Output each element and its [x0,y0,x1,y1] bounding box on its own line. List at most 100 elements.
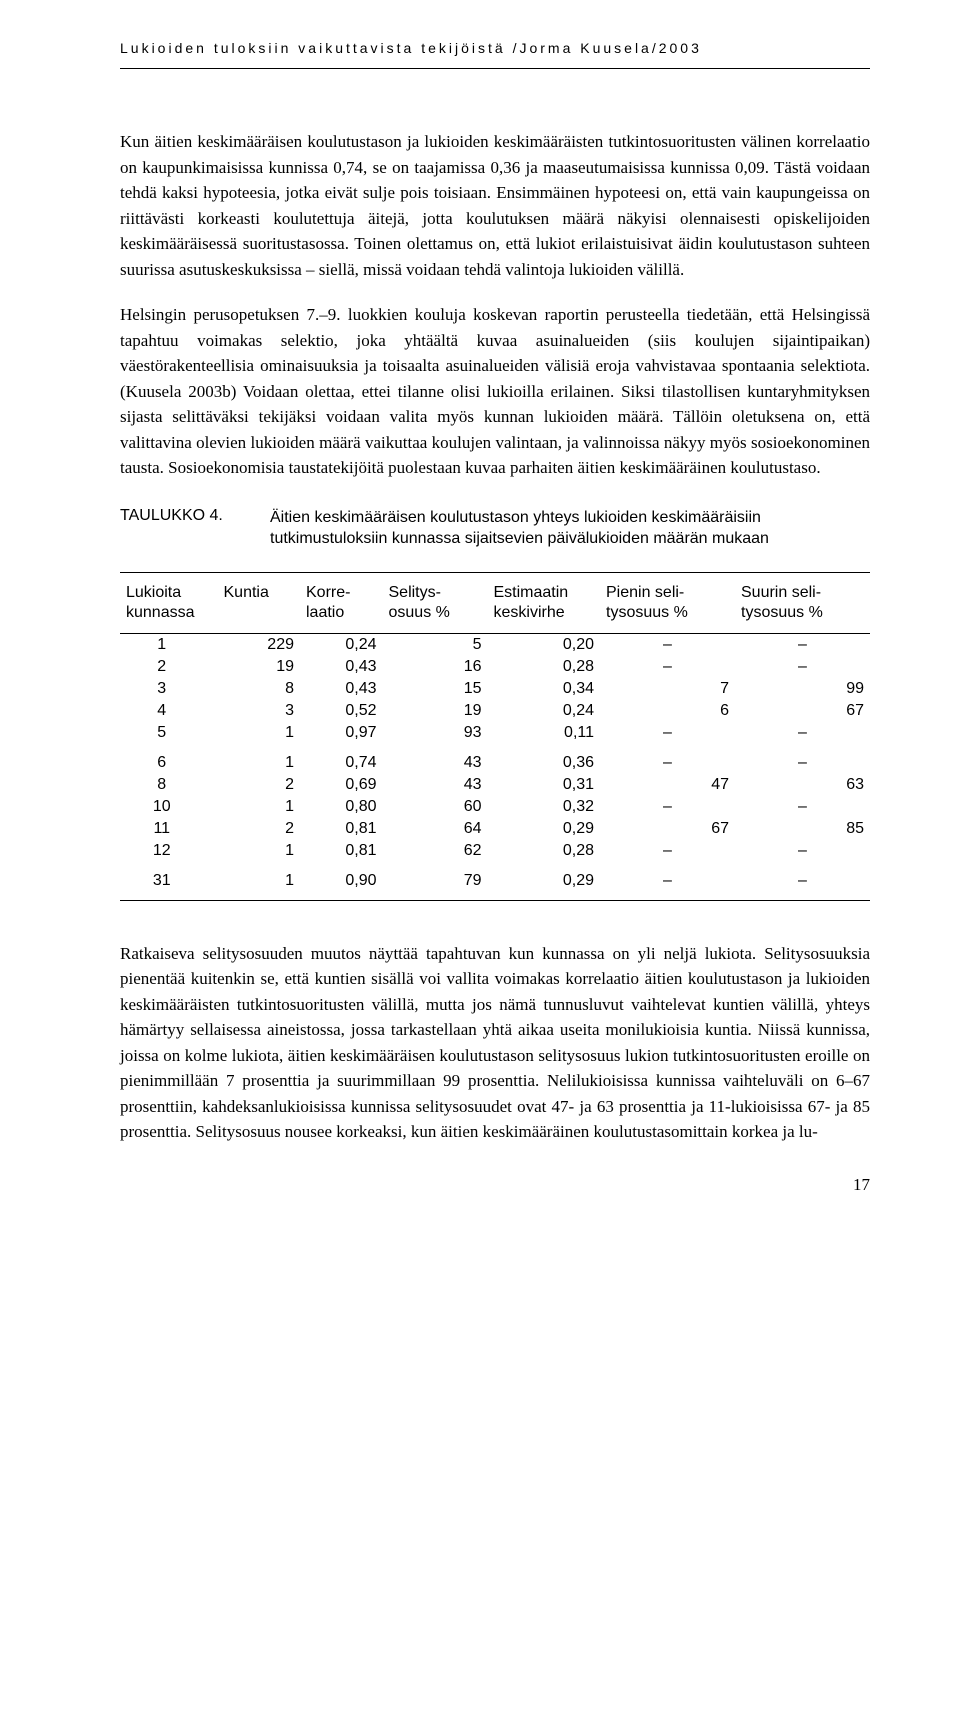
table-cell: 2 [218,818,301,840]
table-cell: 4 [120,700,218,722]
table-title-text: Äitien keskimääräisen koulutustason yhte… [270,507,870,550]
table-cell: 0,36 [488,744,601,774]
table-row: 380,43150,34799 [120,678,870,700]
table-cell: 0,43 [300,656,383,678]
table-cell: 7 [600,678,735,700]
table-cell: 15 [383,678,488,700]
table-row: 3110,90790,29–– [120,862,870,901]
table-label: TAULUKKO 4. [120,507,270,550]
table-cell: – [735,633,870,656]
table-cell: 0,28 [488,656,601,678]
table-cell: 8 [218,678,301,700]
table-cell: 0,24 [488,700,601,722]
table-cell: 5 [383,633,488,656]
table-cell: 0,29 [488,862,601,901]
table-cell: 1 [218,796,301,818]
table-cell: 19 [218,656,301,678]
table-cell: 0,80 [300,796,383,818]
table-row: 2190,43160,28–– [120,656,870,678]
table-cell: – [735,744,870,774]
table-cell: – [600,744,735,774]
table-cell: 67 [600,818,735,840]
table-cell: 1 [218,840,301,862]
table-cell: 79 [383,862,488,901]
table-cell: 0,81 [300,840,383,862]
table-cell: 19 [383,700,488,722]
table-row: 12290,2450,20–– [120,633,870,656]
table-cell: 0,29 [488,818,601,840]
table-cell: 2 [120,656,218,678]
table-cell: – [735,862,870,901]
col-pienin: Pienin seli-tysosuus % [600,572,735,633]
paragraph-2: Helsingin perusopetuksen 7.–9. luokkien … [120,302,870,481]
table-cell: 93 [383,722,488,744]
table-cell: 6 [600,700,735,722]
table-cell: 12 [120,840,218,862]
table-cell: 10 [120,796,218,818]
table-cell: 1 [218,862,301,901]
table-cell: 62 [383,840,488,862]
table-cell: 11 [120,818,218,840]
table-cell: 1 [218,744,301,774]
table-header-row: Lukioitakunnassa Kuntia Korre-laatio Sel… [120,572,870,633]
table-cell: 0,34 [488,678,601,700]
col-korrel: Korre-laatio [300,572,383,633]
table-cell: – [600,656,735,678]
table-cell: 0,81 [300,818,383,840]
table-cell: 63 [735,774,870,796]
table-cell: 0,11 [488,722,601,744]
table-row: 510,97930,11–– [120,722,870,744]
table-cell: 0,52 [300,700,383,722]
table-cell: 0,24 [300,633,383,656]
table-cell: 2 [218,774,301,796]
table-cell: 1 [120,633,218,656]
table-cell: 0,32 [488,796,601,818]
table-cell: 0,43 [300,678,383,700]
col-estim: Estimaatinkeskivirhe [488,572,601,633]
col-lukioita: Lukioitakunnassa [120,572,218,633]
table-cell: 0,74 [300,744,383,774]
col-selitys: Selitys-osuus % [383,572,488,633]
table-cell: – [600,840,735,862]
table-title: TAULUKKO 4. Äitien keskimääräisen koulut… [120,507,870,550]
table-cell: 16 [383,656,488,678]
table-cell: – [735,796,870,818]
running-header: Lukioiden tuloksiin vaikuttavista tekijö… [120,40,870,69]
table-cell: 6 [120,744,218,774]
table-cell: 64 [383,818,488,840]
table-row: 1120,81640,296785 [120,818,870,840]
table-cell: 31 [120,862,218,901]
table-cell: – [600,796,735,818]
paragraph-1: Kun äitien keskimääräisen koulutustason … [120,129,870,282]
table-cell: 0,20 [488,633,601,656]
table-cell: – [735,656,870,678]
table-cell: 43 [383,744,488,774]
table-row: 610,74430,36–– [120,744,870,774]
table-cell: 67 [735,700,870,722]
table-cell: 0,69 [300,774,383,796]
col-suurin: Suurin seli-tysosuus % [735,572,870,633]
table-cell: 47 [600,774,735,796]
table-row: 1010,80600,32–– [120,796,870,818]
table-cell: – [600,633,735,656]
table-cell: – [735,722,870,744]
table-cell: 229 [218,633,301,656]
table-cell: – [600,862,735,901]
table-cell: 0,90 [300,862,383,901]
paragraph-3: Ratkaiseva selitysosuuden muutos näyttää… [120,941,870,1145]
col-kuntia: Kuntia [218,572,301,633]
table-4: Lukioitakunnassa Kuntia Korre-laatio Sel… [120,572,870,901]
table-cell: 8 [120,774,218,796]
table-cell: 85 [735,818,870,840]
table-cell: 43 [383,774,488,796]
table-row: 1210,81620,28–– [120,840,870,862]
table-row: 430,52190,24667 [120,700,870,722]
table-cell: – [600,722,735,744]
table-cell: 1 [218,722,301,744]
page-number: 17 [120,1175,870,1195]
table-cell: 3 [218,700,301,722]
table-cell: 99 [735,678,870,700]
table-cell: 60 [383,796,488,818]
table-cell: – [735,840,870,862]
table-row: 820,69430,314763 [120,774,870,796]
